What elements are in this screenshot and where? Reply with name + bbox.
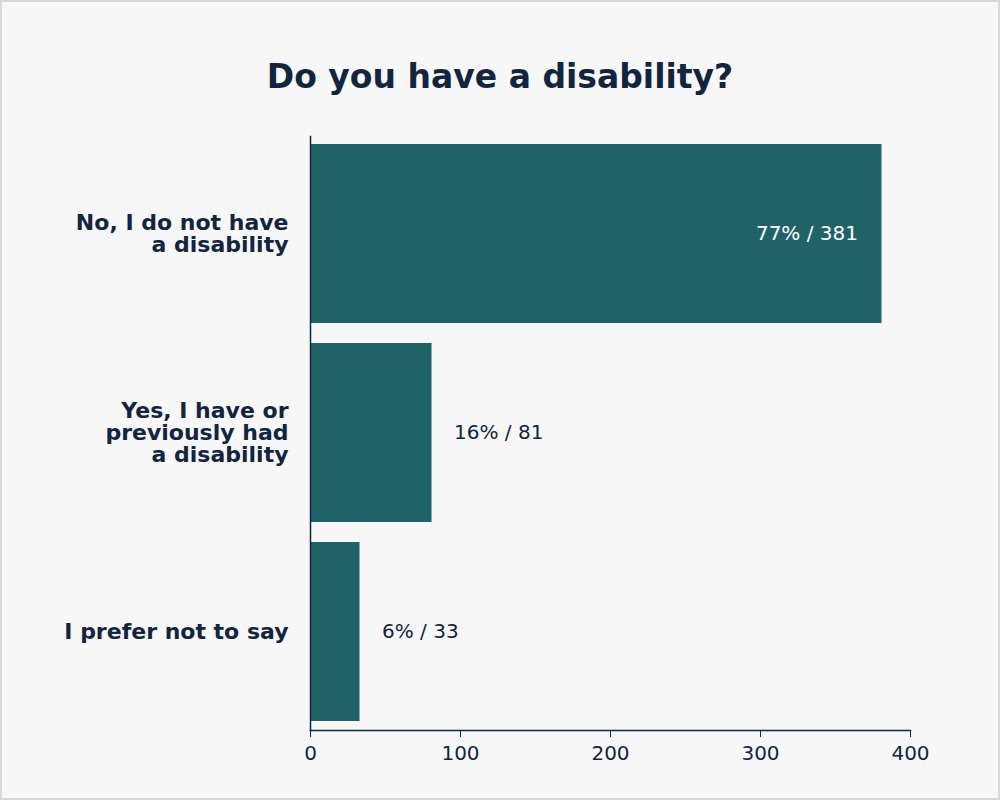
svg-text:Yes, I have orpreviously hada: Yes, I have orpreviously hada disability — [105, 398, 288, 467]
html-text:Do you have a disability?: Do you have a disability? — [266, 57, 734, 96]
svg-text:100: 100 — [441, 741, 479, 765]
svg-text:300: 300 — [741, 741, 779, 765]
svg-text:0: 0 — [304, 741, 317, 765]
svg-text:16% / 81: 16% / 81 — [454, 420, 543, 444]
svg-text:400: 400 — [891, 741, 929, 765]
svg-text:No, I do not havea disability: No, I do not havea disability — [76, 210, 289, 257]
svg-text:200: 200 — [591, 741, 629, 765]
svg-text:I prefer not to say: I prefer not to say — [64, 619, 288, 644]
svg-text:77% / 381: 77% / 381 — [756, 221, 858, 245]
svg-text:6% / 33: 6% / 33 — [382, 619, 459, 643]
